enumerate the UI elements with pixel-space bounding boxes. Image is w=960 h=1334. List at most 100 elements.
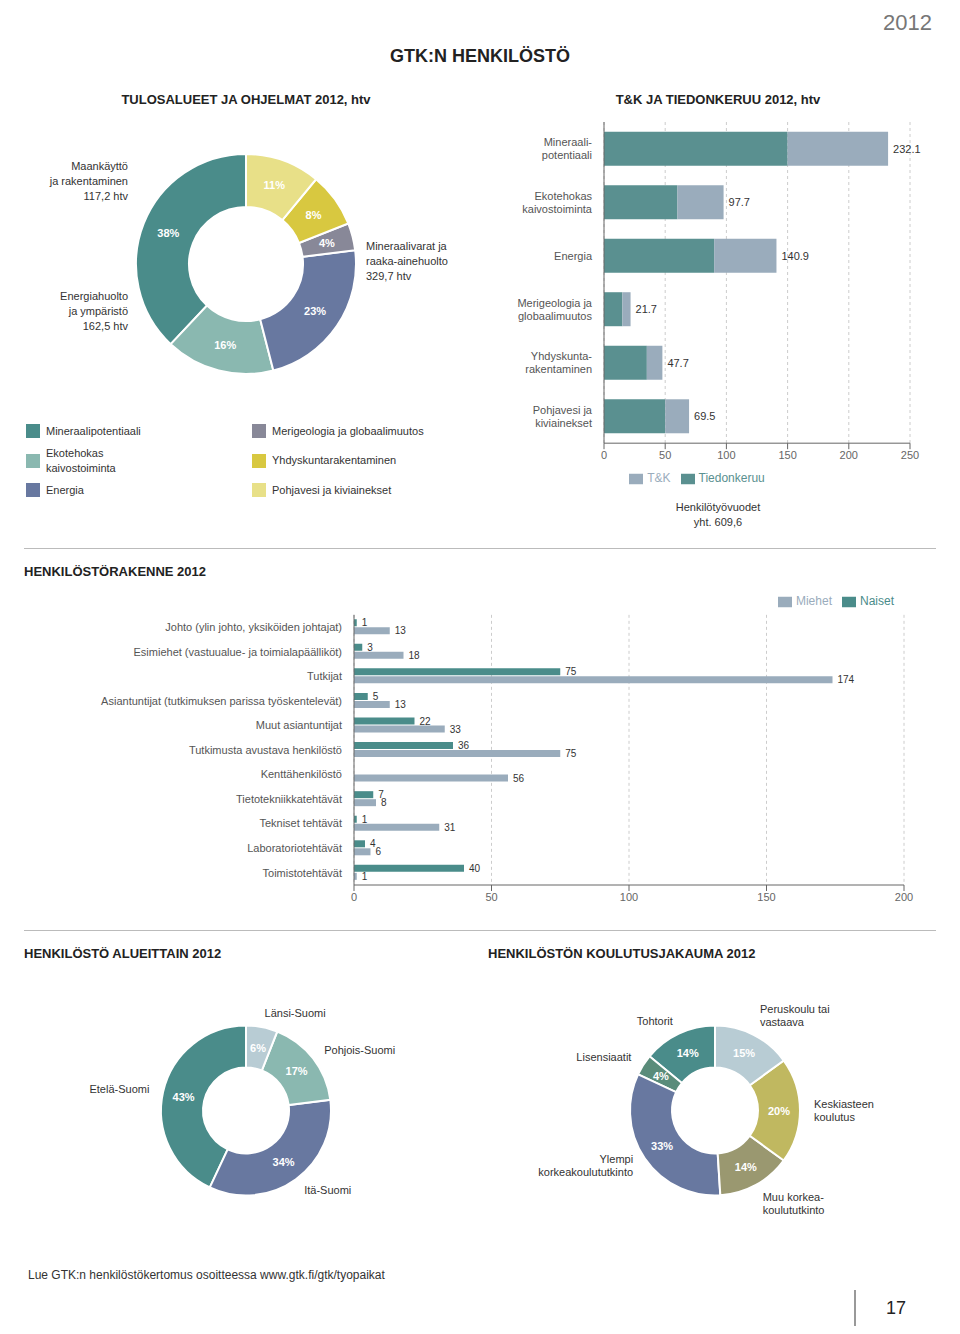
svg-text:1: 1: [362, 871, 368, 882]
svg-text:Muu korkea-koulututkinto: Muu korkea-koulututkinto: [763, 1191, 825, 1216]
svg-text:Merigeologia jaglobaalimuutos: Merigeologia jaglobaalimuutos: [517, 297, 592, 322]
html-text:Mineraalivarat ja raaka-ainehu: Mineraalivarat ja raaka-ainehuolto 329,7…: [366, 240, 448, 282]
html-text:Naiset: Naiset: [860, 594, 894, 608]
svg-text:8: 8: [381, 797, 387, 808]
svg-text:Tekniset tehtävät: Tekniset tehtävät: [259, 817, 342, 829]
svg-text:Laboratoriotehtävät: Laboratoriotehtävät: [247, 842, 342, 854]
svg-text:1: 1: [362, 617, 368, 628]
svg-text:Mineraali-potentiaali: Mineraali-potentiaali: [542, 136, 592, 161]
svg-text:38%: 38%: [157, 227, 179, 239]
svg-text:21.7: 21.7: [636, 303, 657, 315]
html-text:HENKILÖSTÖRAKENNE 2012: HENKILÖSTÖRAKENNE 2012: [24, 564, 206, 579]
svg-text:6: 6: [376, 846, 382, 857]
svg-text:Tietotekniikkatehtävät: Tietotekniikkatehtävät: [236, 793, 342, 805]
svg-text:100: 100: [717, 449, 735, 461]
html-text:T&K: T&K: [647, 471, 671, 486]
svg-text:232.1: 232.1: [893, 143, 921, 155]
svg-text:200: 200: [895, 891, 913, 903]
svg-text:16%: 16%: [214, 339, 236, 351]
html-text:Miehet: Miehet: [796, 594, 832, 608]
svg-text:Itä-Suomi: Itä-Suomi: [304, 1184, 351, 1196]
html-text:T&K JA TIEDONKERUU 2012, htv: T&K JA TIEDONKERUU 2012, htv: [615, 92, 821, 107]
svg-text:6%: 6%: [250, 1042, 266, 1054]
html-text:2012: 2012: [883, 10, 932, 35]
svg-text:Muut asiantuntijat: Muut asiantuntijat: [256, 719, 342, 731]
svg-text:40: 40: [469, 863, 481, 874]
svg-text:5: 5: [373, 691, 379, 702]
svg-text:Ylempikorkeakoulututkinto: Ylempikorkeakoulututkinto: [538, 1153, 633, 1178]
svg-text:Johto (ylin johto, yksiköiden: Johto (ylin johto, yksiköiden johtajat): [165, 621, 342, 633]
svg-text:Ekotehokaskaivostoiminta: Ekotehokaskaivostoiminta: [522, 190, 593, 215]
svg-text:3: 3: [367, 642, 373, 653]
svg-text:Asiantuntijat (tutkimuksen par: Asiantuntijat (tutkimuksen parissa työsk…: [101, 695, 342, 707]
svg-text:33%: 33%: [651, 1140, 673, 1152]
svg-text:Pohjavesi jakiviainekset: Pohjavesi jakiviainekset: [533, 404, 593, 429]
svg-text:0: 0: [601, 449, 607, 461]
html-text:TULOSALUEET JA OHJELMAT 2012,: TULOSALUEET JA OHJELMAT 2012, htv: [121, 92, 371, 107]
svg-text:14%: 14%: [735, 1161, 757, 1173]
html-text:HENKILÖSTÖ ALUEITTAIN 2012: HENKILÖSTÖ ALUEITTAIN 2012: [24, 946, 222, 961]
svg-text:150: 150: [778, 449, 796, 461]
svg-text:4%: 4%: [653, 1070, 669, 1082]
svg-text:23%: 23%: [304, 305, 326, 317]
html-text:GTK:N HENKILÖSTÖ: GTK:N HENKILÖSTÖ: [390, 46, 570, 66]
svg-text:22: 22: [420, 716, 432, 727]
svg-text:200: 200: [840, 449, 858, 461]
html-text:Henkilötyövuodet yht. 609,6: Henkilötyövuodet yht. 609,6: [675, 501, 761, 528]
svg-text:97.7: 97.7: [729, 196, 750, 208]
svg-text:33: 33: [450, 724, 462, 735]
svg-text:Toimistotehtävät: Toimistotehtävät: [263, 867, 342, 879]
svg-text:36: 36: [458, 740, 470, 751]
html-text:17: 17: [886, 1298, 906, 1318]
svg-text:Tutkijat: Tutkijat: [307, 670, 342, 682]
svg-text:140.9: 140.9: [781, 250, 809, 262]
svg-text:0: 0: [351, 891, 357, 903]
html-text:Energiahuolto ja ympäristö 162: Energiahuolto ja ympäristö 162,5 htv: [60, 290, 128, 332]
svg-text:174: 174: [838, 674, 855, 685]
html-text:Lue GTK:n henkilöstökertomus o: Lue GTK:n henkilöstökertomus osoitteessa…: [28, 1268, 385, 1282]
svg-text:69.5: 69.5: [694, 410, 715, 422]
svg-text:11%: 11%: [264, 179, 286, 191]
svg-text:Peruskoulu taivastaava: Peruskoulu taivastaava: [760, 1003, 830, 1028]
html-text:Energia: Energia: [46, 483, 84, 496]
svg-text:Lisensiaatit: Lisensiaatit: [576, 1051, 631, 1063]
svg-text:14%: 14%: [677, 1047, 699, 1059]
svg-text:Keskiasteenkoulutus: Keskiasteenkoulutus: [814, 1098, 874, 1123]
svg-text:31: 31: [444, 822, 456, 833]
svg-text:1: 1: [362, 814, 368, 825]
svg-text:250: 250: [901, 449, 919, 461]
svg-text:Pohjois-Suomi: Pohjois-Suomi: [324, 1044, 395, 1056]
svg-text:Tutkimusta avustava henkilöstö: Tutkimusta avustava henkilöstö: [189, 744, 342, 756]
svg-text:75: 75: [565, 666, 577, 677]
svg-text:13: 13: [395, 625, 407, 636]
html-text:HENKILÖSTÖN KOULUTUSJAKAUMA 20: HENKILÖSTÖN KOULUTUSJAKAUMA 2012: [488, 946, 756, 961]
svg-text:Tohtorit: Tohtorit: [637, 1015, 673, 1027]
svg-text:Yhdyskunta-rakentaminen: Yhdyskunta-rakentaminen: [525, 350, 592, 375]
svg-text:47.7: 47.7: [667, 357, 688, 369]
svg-text:Esimiehet (vastuualue- ja toim: Esimiehet (vastuualue- ja toimialapäälli…: [134, 646, 342, 658]
svg-text:Energia: Energia: [554, 250, 593, 262]
html-text:Ekotehokas kaivostoiminta: Ekotehokas kaivostoiminta: [46, 447, 116, 474]
html-text:Pohjavesi ja kiviainekset: Pohjavesi ja kiviainekset: [272, 483, 392, 496]
svg-text:43%: 43%: [173, 1091, 195, 1103]
html-text:Yhdyskuntarakentaminen: Yhdyskuntarakentaminen: [272, 454, 397, 467]
svg-text:50: 50: [485, 891, 497, 903]
svg-text:15%: 15%: [733, 1047, 755, 1059]
html-text:Maankäyttö ja rakentaminen 117: Maankäyttö ja rakentaminen 117,2 htv: [49, 160, 128, 202]
svg-text:34%: 34%: [273, 1156, 295, 1168]
svg-text:56: 56: [513, 773, 525, 784]
svg-text:75: 75: [565, 748, 577, 759]
svg-text:50: 50: [659, 449, 671, 461]
svg-text:8%: 8%: [306, 209, 322, 221]
svg-text:Länsi-Suomi: Länsi-Suomi: [265, 1007, 326, 1019]
svg-text:20%: 20%: [768, 1105, 790, 1117]
svg-text:13: 13: [395, 699, 407, 710]
svg-text:17%: 17%: [286, 1065, 308, 1077]
svg-text:100: 100: [620, 891, 638, 903]
svg-text:Etelä-Suomi: Etelä-Suomi: [89, 1083, 149, 1095]
html-text:Tiedonkeruu: Tiedonkeruu: [698, 471, 765, 486]
svg-text:4%: 4%: [319, 237, 335, 249]
svg-text:150: 150: [757, 891, 775, 903]
svg-text:Kenttähenkilöstö: Kenttähenkilöstö: [261, 768, 342, 780]
svg-text:18: 18: [409, 650, 421, 661]
